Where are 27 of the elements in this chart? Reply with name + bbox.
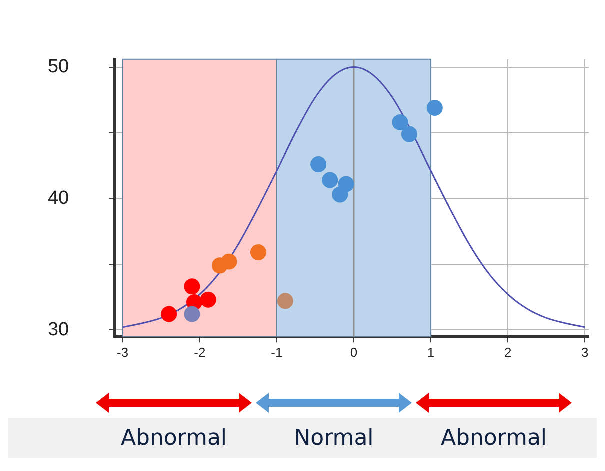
point bbox=[310, 156, 327, 172]
point bbox=[200, 292, 216, 308]
x-tick-label: -2 bbox=[194, 344, 206, 360]
point bbox=[392, 114, 408, 130]
point bbox=[221, 254, 238, 270]
point bbox=[332, 186, 348, 203]
point bbox=[277, 293, 294, 310]
text: Normal bbox=[293, 426, 375, 450]
point bbox=[401, 126, 418, 142]
point bbox=[250, 244, 266, 261]
y-tick-label: 30 bbox=[48, 319, 70, 340]
x-tick-label: 3 bbox=[582, 344, 589, 360]
point bbox=[184, 278, 200, 295]
point bbox=[184, 306, 200, 322]
y-tick-label: 40 bbox=[48, 188, 70, 209]
x-tick-label: 1 bbox=[427, 344, 435, 360]
line-series bbox=[122, 66, 586, 328]
point bbox=[322, 172, 338, 188]
x-tick-label: 0 bbox=[350, 344, 358, 360]
point bbox=[426, 100, 443, 116]
x-tick-label: -3 bbox=[117, 344, 129, 360]
x-tick-label: -1 bbox=[271, 344, 283, 360]
point bbox=[161, 306, 178, 322]
y-tick-label: 50 bbox=[48, 56, 70, 78]
text: Abnormal bbox=[440, 426, 548, 450]
x-tick-label: 2 bbox=[504, 344, 512, 360]
text: Abnormal bbox=[120, 426, 228, 450]
